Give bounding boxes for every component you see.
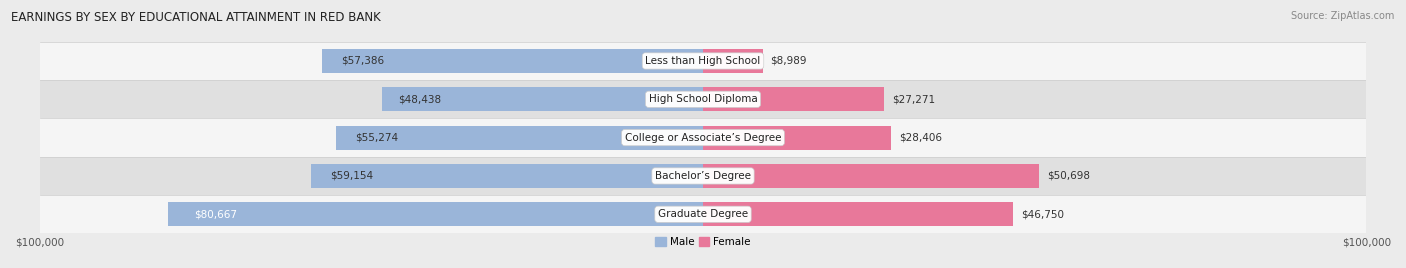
Bar: [703, 126, 891, 150]
Bar: [336, 126, 703, 150]
Bar: [167, 202, 703, 226]
Text: High School Diploma: High School Diploma: [648, 94, 758, 104]
Text: EARNINGS BY SEX BY EDUCATIONAL ATTAINMENT IN RED BANK: EARNINGS BY SEX BY EDUCATIONAL ATTAINMEN…: [11, 11, 381, 24]
Bar: [703, 87, 884, 111]
Text: College or Associate’s Degree: College or Associate’s Degree: [624, 133, 782, 143]
Bar: [39, 118, 1367, 157]
Text: Less than High School: Less than High School: [645, 56, 761, 66]
Text: $48,438: $48,438: [398, 94, 441, 104]
Bar: [39, 157, 1367, 195]
Bar: [39, 80, 1367, 118]
Bar: [322, 49, 703, 73]
Text: $50,698: $50,698: [1047, 171, 1090, 181]
Bar: [703, 202, 1014, 226]
Text: $59,154: $59,154: [330, 171, 374, 181]
Text: $46,750: $46,750: [1021, 209, 1064, 219]
Text: $28,406: $28,406: [900, 133, 942, 143]
Bar: [703, 164, 1039, 188]
Text: $27,271: $27,271: [891, 94, 935, 104]
Legend: Male, Female: Male, Female: [651, 233, 755, 251]
Bar: [381, 87, 703, 111]
Text: $57,386: $57,386: [342, 56, 384, 66]
Text: Bachelor’s Degree: Bachelor’s Degree: [655, 171, 751, 181]
Text: $8,989: $8,989: [770, 56, 807, 66]
Bar: [39, 195, 1367, 233]
Bar: [703, 49, 762, 73]
Bar: [39, 42, 1367, 80]
Bar: [311, 164, 703, 188]
Text: $55,274: $55,274: [354, 133, 398, 143]
Text: $80,667: $80,667: [194, 209, 238, 219]
Text: Source: ZipAtlas.com: Source: ZipAtlas.com: [1291, 11, 1395, 21]
Text: Graduate Degree: Graduate Degree: [658, 209, 748, 219]
